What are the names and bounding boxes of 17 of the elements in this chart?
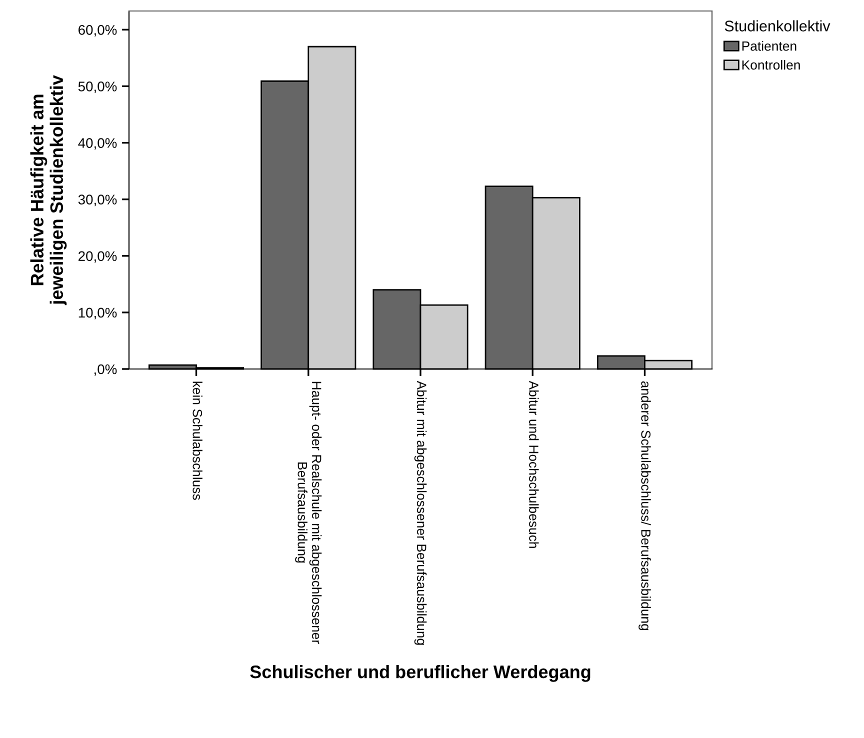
y-tick-label: 50,0% <box>78 82 117 94</box>
legend-title: Studienkollektiv <box>724 20 830 32</box>
y-axis-title: Relative Häufigkeit am jeweiligen Studienkollektiv <box>30 75 67 306</box>
legend-label: Patienten <box>742 41 796 51</box>
y-tick-label: 40,0% <box>78 138 117 150</box>
x-tick-label: Haupt- oder Realschule mit abgeschlossener Berufsausbildung <box>295 382 322 644</box>
y-tick-label: ,0% <box>94 364 117 376</box>
x-tick-label: kein Schulabschluss <box>192 382 202 500</box>
x-axis-title: Schulischer und beruflicher Werdegang <box>250 665 590 682</box>
y-tick-label: 60,0% <box>78 25 117 36</box>
x-tick-label: anderer Schulabschluss/ Berufsausbildung <box>638 381 651 630</box>
y-tick-label: 10,0% <box>78 308 117 320</box>
x-tick-label: Abitur und Hochschulbesuch <box>529 380 539 548</box>
y-tick-label: 20,0% <box>78 251 117 263</box>
y-tick-label: 30,0% <box>78 194 117 206</box>
legend-label: Kontrollen <box>742 60 800 70</box>
x-tick-label: Abitur mit abgeschlossener Berufsausbildung <box>414 380 427 645</box>
